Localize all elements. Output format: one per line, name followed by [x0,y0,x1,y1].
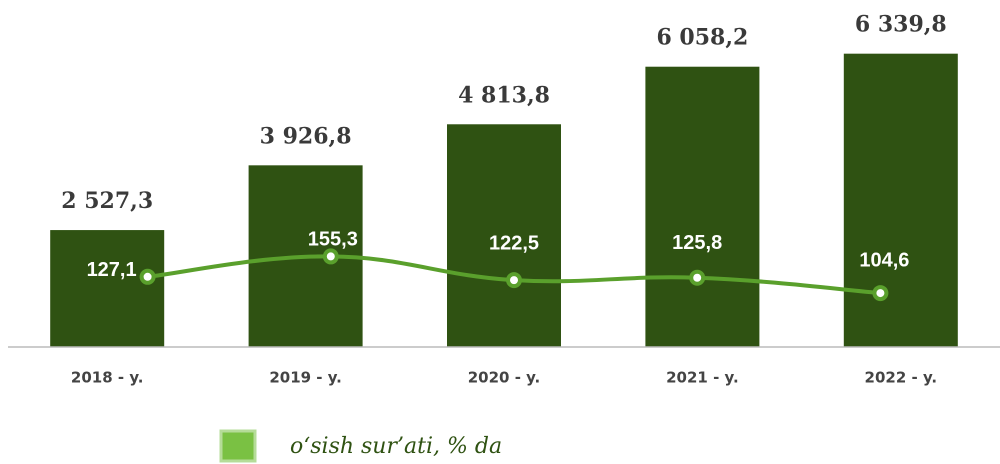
x-tick-label: 2020 - y. [468,369,541,387]
line-marker [872,285,889,302]
bar-label: 3 926,8 [260,123,352,149]
line-label: 127,1 [87,259,137,281]
line-marker [139,268,156,285]
bar [843,53,958,347]
line-marker [506,272,522,289]
bar [645,66,760,348]
line-marker [322,248,339,265]
line-label: 122,5 [489,232,539,254]
x-tick-label: 2021 - y. [666,369,739,387]
line-label: 155,3 [308,229,358,251]
bar [447,124,561,347]
legend-label: o‘sish sur’ati, % da [290,434,502,459]
bar-label: 6 339,8 [855,12,947,38]
line-marker [689,269,706,286]
x-tick-label: 2018 - y. [71,369,144,387]
line-label: 125,8 [672,232,722,254]
legend-swatch [219,429,257,463]
bar-label: 4 813,8 [458,82,550,108]
bar [50,230,165,347]
bar-label: 2 527,3 [61,188,153,214]
line-label: 104,6 [859,249,909,271]
x-tick-label: 2019 - y. [269,369,342,387]
bar-label: 6 058,2 [656,25,748,51]
x-tick-label: 2022 - y. [865,369,938,387]
